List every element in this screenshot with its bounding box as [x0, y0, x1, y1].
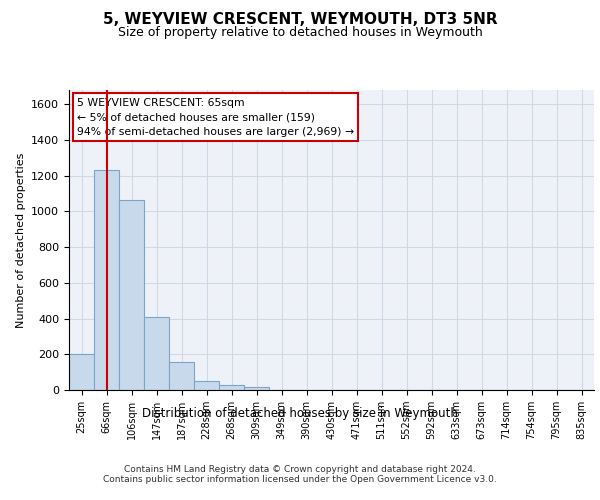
Bar — [69, 354, 94, 390]
Text: Size of property relative to detached houses in Weymouth: Size of property relative to detached ho… — [118, 26, 482, 39]
Text: Contains public sector information licensed under the Open Government Licence v3: Contains public sector information licen… — [103, 475, 497, 484]
Bar — [244, 387, 269, 390]
Bar — [169, 362, 194, 390]
Text: 5 WEYVIEW CRESCENT: 65sqm
← 5% of detached houses are smaller (159)
94% of semi-: 5 WEYVIEW CRESCENT: 65sqm ← 5% of detach… — [77, 98, 354, 137]
Text: 5, WEYVIEW CRESCENT, WEYMOUTH, DT3 5NR: 5, WEYVIEW CRESCENT, WEYMOUTH, DT3 5NR — [103, 12, 497, 28]
Bar — [219, 384, 244, 390]
Bar — [94, 170, 119, 390]
Text: Distribution of detached houses by size in Weymouth: Distribution of detached houses by size … — [142, 408, 458, 420]
Bar — [119, 200, 144, 390]
Bar — [194, 381, 219, 390]
Y-axis label: Number of detached properties: Number of detached properties — [16, 152, 26, 328]
Text: Contains HM Land Registry data © Crown copyright and database right 2024.: Contains HM Land Registry data © Crown c… — [124, 465, 476, 474]
Bar — [144, 317, 169, 390]
